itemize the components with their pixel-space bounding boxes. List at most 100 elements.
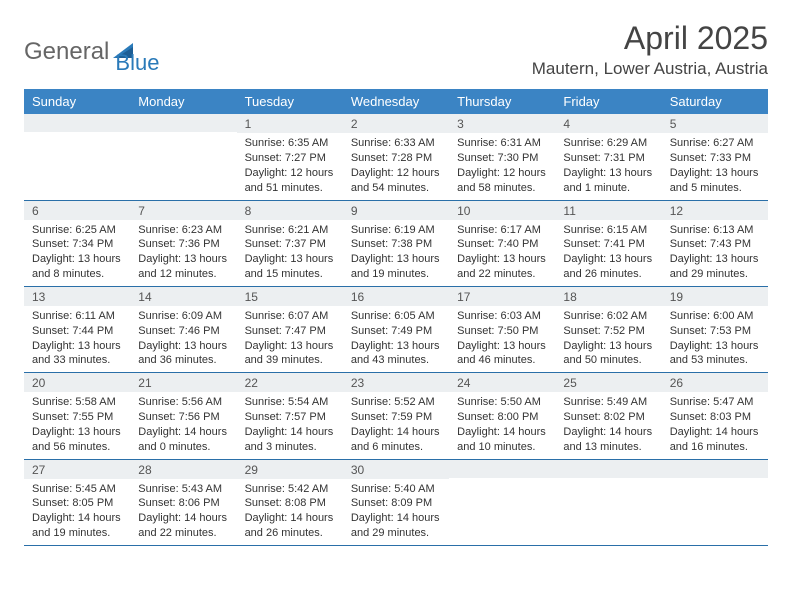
day-details: Sunrise: 6:05 AMSunset: 7:49 PMDaylight:… xyxy=(343,306,449,372)
daylight-text: Daylight: 14 hours and 10 minutes. xyxy=(457,425,547,455)
day-cell: 30Sunrise: 5:40 AMSunset: 8:09 PMDayligh… xyxy=(343,459,449,545)
sunrise-text: Sunrise: 6:09 AM xyxy=(138,309,228,324)
day-details xyxy=(130,132,236,182)
day-cell xyxy=(24,114,130,200)
daylight-text: Daylight: 14 hours and 29 minutes. xyxy=(351,511,441,541)
daylight-text: Daylight: 13 hours and 33 minutes. xyxy=(32,339,122,369)
daylight-text: Daylight: 12 hours and 58 minutes. xyxy=(457,166,547,196)
day-cell: 9Sunrise: 6:19 AMSunset: 7:38 PMDaylight… xyxy=(343,200,449,286)
day-cell: 12Sunrise: 6:13 AMSunset: 7:43 PMDayligh… xyxy=(662,200,768,286)
day-number: 26 xyxy=(662,373,768,392)
day-number xyxy=(662,460,768,478)
sunset-text: Sunset: 7:34 PM xyxy=(32,237,122,252)
day-number: 1 xyxy=(237,114,343,133)
sunrise-text: Sunrise: 6:29 AM xyxy=(563,136,653,151)
daylight-text: Daylight: 14 hours and 16 minutes. xyxy=(670,425,760,455)
sunset-text: Sunset: 7:50 PM xyxy=(457,324,547,339)
day-cell: 18Sunrise: 6:02 AMSunset: 7:52 PMDayligh… xyxy=(555,286,661,372)
sunrise-text: Sunrise: 6:31 AM xyxy=(457,136,547,151)
day-cell: 8Sunrise: 6:21 AMSunset: 7:37 PMDaylight… xyxy=(237,200,343,286)
calendar-grid: Sunday Monday Tuesday Wednesday Thursday… xyxy=(24,89,768,546)
day-number: 16 xyxy=(343,287,449,306)
day-cell: 28Sunrise: 5:43 AMSunset: 8:06 PMDayligh… xyxy=(130,459,236,545)
sunset-text: Sunset: 7:52 PM xyxy=(563,324,653,339)
day-number: 2 xyxy=(343,114,449,133)
day-details: Sunrise: 5:42 AMSunset: 8:08 PMDaylight:… xyxy=(237,479,343,545)
daylight-text: Daylight: 14 hours and 22 minutes. xyxy=(138,511,228,541)
sunrise-text: Sunrise: 5:40 AM xyxy=(351,482,441,497)
daylight-text: Daylight: 13 hours and 36 minutes. xyxy=(138,339,228,369)
day-number: 9 xyxy=(343,201,449,220)
daylight-text: Daylight: 12 hours and 51 minutes. xyxy=(245,166,335,196)
sunset-text: Sunset: 7:36 PM xyxy=(138,237,228,252)
daylight-text: Daylight: 13 hours and 5 minutes. xyxy=(670,166,760,196)
sunrise-text: Sunrise: 6:15 AM xyxy=(563,223,653,238)
sunset-text: Sunset: 8:02 PM xyxy=(563,410,653,425)
title-block: April 2025 Mautern, Lower Austria, Austr… xyxy=(532,20,768,79)
day-number xyxy=(449,460,555,478)
day-details: Sunrise: 6:17 AMSunset: 7:40 PMDaylight:… xyxy=(449,220,555,286)
daylight-text: Daylight: 13 hours and 29 minutes. xyxy=(670,252,760,282)
day-details: Sunrise: 6:25 AMSunset: 7:34 PMDaylight:… xyxy=(24,220,130,286)
daylight-text: Daylight: 13 hours and 43 minutes. xyxy=(351,339,441,369)
day-number: 4 xyxy=(555,114,661,133)
day-details: Sunrise: 6:23 AMSunset: 7:36 PMDaylight:… xyxy=(130,220,236,286)
day-details xyxy=(449,478,555,528)
sunset-text: Sunset: 7:27 PM xyxy=(245,151,335,166)
day-cell xyxy=(662,459,768,545)
day-cell: 26Sunrise: 5:47 AMSunset: 8:03 PMDayligh… xyxy=(662,373,768,459)
dayname-thu: Thursday xyxy=(449,89,555,114)
day-number: 3 xyxy=(449,114,555,133)
daylight-text: Daylight: 14 hours and 0 minutes. xyxy=(138,425,228,455)
sunset-text: Sunset: 7:57 PM xyxy=(245,410,335,425)
day-cell: 22Sunrise: 5:54 AMSunset: 7:57 PMDayligh… xyxy=(237,373,343,459)
sunset-text: Sunset: 7:40 PM xyxy=(457,237,547,252)
day-details: Sunrise: 6:07 AMSunset: 7:47 PMDaylight:… xyxy=(237,306,343,372)
day-cell: 27Sunrise: 5:45 AMSunset: 8:05 PMDayligh… xyxy=(24,459,130,545)
sunrise-text: Sunrise: 6:25 AM xyxy=(32,223,122,238)
sunset-text: Sunset: 7:33 PM xyxy=(670,151,760,166)
day-details: Sunrise: 5:49 AMSunset: 8:02 PMDaylight:… xyxy=(555,392,661,458)
daylight-text: Daylight: 13 hours and 53 minutes. xyxy=(670,339,760,369)
day-number: 23 xyxy=(343,373,449,392)
day-cell: 19Sunrise: 6:00 AMSunset: 7:53 PMDayligh… xyxy=(662,286,768,372)
daylight-text: Daylight: 13 hours and 56 minutes. xyxy=(32,425,122,455)
sunset-text: Sunset: 8:00 PM xyxy=(457,410,547,425)
sunset-text: Sunset: 7:47 PM xyxy=(245,324,335,339)
sunrise-text: Sunrise: 6:00 AM xyxy=(670,309,760,324)
daylight-text: Daylight: 13 hours and 50 minutes. xyxy=(563,339,653,369)
daylight-text: Daylight: 14 hours and 13 minutes. xyxy=(563,425,653,455)
dayname-tue: Tuesday xyxy=(237,89,343,114)
day-number: 8 xyxy=(237,201,343,220)
day-details: Sunrise: 5:54 AMSunset: 7:57 PMDaylight:… xyxy=(237,392,343,458)
week-row: 27Sunrise: 5:45 AMSunset: 8:05 PMDayligh… xyxy=(24,459,768,545)
sunset-text: Sunset: 7:37 PM xyxy=(245,237,335,252)
day-details: Sunrise: 6:29 AMSunset: 7:31 PMDaylight:… xyxy=(555,133,661,199)
day-number: 5 xyxy=(662,114,768,133)
dayname-wed: Wednesday xyxy=(343,89,449,114)
dayname-sat: Saturday xyxy=(662,89,768,114)
day-details xyxy=(555,478,661,528)
day-details: Sunrise: 6:27 AMSunset: 7:33 PMDaylight:… xyxy=(662,133,768,199)
day-number: 29 xyxy=(237,460,343,479)
day-number xyxy=(24,114,130,132)
logo-word-blue: Blue xyxy=(115,50,159,76)
sunset-text: Sunset: 8:03 PM xyxy=(670,410,760,425)
sunrise-text: Sunrise: 5:42 AM xyxy=(245,482,335,497)
week-row: 1Sunrise: 6:35 AMSunset: 7:27 PMDaylight… xyxy=(24,114,768,200)
day-cell: 21Sunrise: 5:56 AMSunset: 7:56 PMDayligh… xyxy=(130,373,236,459)
sunrise-text: Sunrise: 5:50 AM xyxy=(457,395,547,410)
day-cell: 16Sunrise: 6:05 AMSunset: 7:49 PMDayligh… xyxy=(343,286,449,372)
daylight-text: Daylight: 13 hours and 8 minutes. xyxy=(32,252,122,282)
day-number: 11 xyxy=(555,201,661,220)
sunrise-text: Sunrise: 5:43 AM xyxy=(138,482,228,497)
daylight-text: Daylight: 13 hours and 39 minutes. xyxy=(245,339,335,369)
week-row: 20Sunrise: 5:58 AMSunset: 7:55 PMDayligh… xyxy=(24,373,768,459)
sunrise-text: Sunrise: 6:17 AM xyxy=(457,223,547,238)
day-cell: 17Sunrise: 6:03 AMSunset: 7:50 PMDayligh… xyxy=(449,286,555,372)
sunset-text: Sunset: 7:38 PM xyxy=(351,237,441,252)
day-cell: 11Sunrise: 6:15 AMSunset: 7:41 PMDayligh… xyxy=(555,200,661,286)
daylight-text: Daylight: 13 hours and 15 minutes. xyxy=(245,252,335,282)
day-number: 13 xyxy=(24,287,130,306)
sunset-text: Sunset: 7:44 PM xyxy=(32,324,122,339)
